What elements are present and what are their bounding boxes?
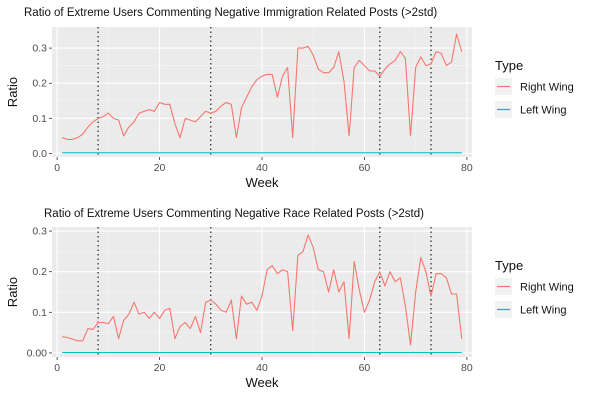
x-axis-label: Week xyxy=(246,375,279,390)
y-tick-label: 0.3 xyxy=(32,43,47,55)
x-tick-label: 20 xyxy=(154,362,166,374)
x-tick-label: 60 xyxy=(359,362,371,374)
chart-panel-1: Ratio of Extreme Users Commenting Negati… xyxy=(5,7,574,190)
y-axis-label: Ratio xyxy=(5,77,20,107)
y-tick-label: 0.2 xyxy=(32,78,47,90)
legend-item-label: Right Wing xyxy=(520,82,574,94)
x-tick-label: 40 xyxy=(256,362,268,374)
chart-title: Ratio of Extreme Users Commenting Negati… xyxy=(24,7,437,19)
legend-item-label: Left Wing xyxy=(520,105,566,117)
x-tick-label: 40 xyxy=(256,162,268,174)
legend-item-label: Right Wing xyxy=(520,282,574,294)
x-tick-label: 60 xyxy=(359,162,371,174)
chart-title: Ratio of Extreme Users Commenting Negati… xyxy=(44,208,424,220)
x-tick-label: 80 xyxy=(461,362,473,374)
legend-item-label: Left Wing xyxy=(520,305,566,317)
series-line-right-wing xyxy=(62,234,463,346)
legend: Type Right Wing Left Wing xyxy=(495,258,574,318)
series-line-right-wing xyxy=(62,33,463,140)
legend-title: Type xyxy=(495,258,523,273)
y-tick-label: 0.3 xyxy=(32,226,47,238)
y-tick-label: 0.00 xyxy=(27,347,48,359)
x-axis-label: Week xyxy=(246,175,279,190)
x-tick-label: 0 xyxy=(54,162,60,174)
y-tick-label: 0.1 xyxy=(32,307,47,319)
x-tick-label: 80 xyxy=(461,162,473,174)
legend: Type Right Wing Left Wing xyxy=(495,58,574,118)
x-tick-label: 20 xyxy=(154,162,166,174)
chart-panel-2: Ratio of Extreme Users Commenting Negati… xyxy=(5,208,574,390)
y-tick-label: 0.1 xyxy=(32,113,47,125)
y-axis-label: Ratio xyxy=(5,277,20,307)
x-tick-label: 0 xyxy=(54,362,60,374)
y-tick-label: 0.0 xyxy=(32,148,47,160)
legend-title: Type xyxy=(495,58,523,73)
y-tick-label: 0.2 xyxy=(32,266,47,278)
